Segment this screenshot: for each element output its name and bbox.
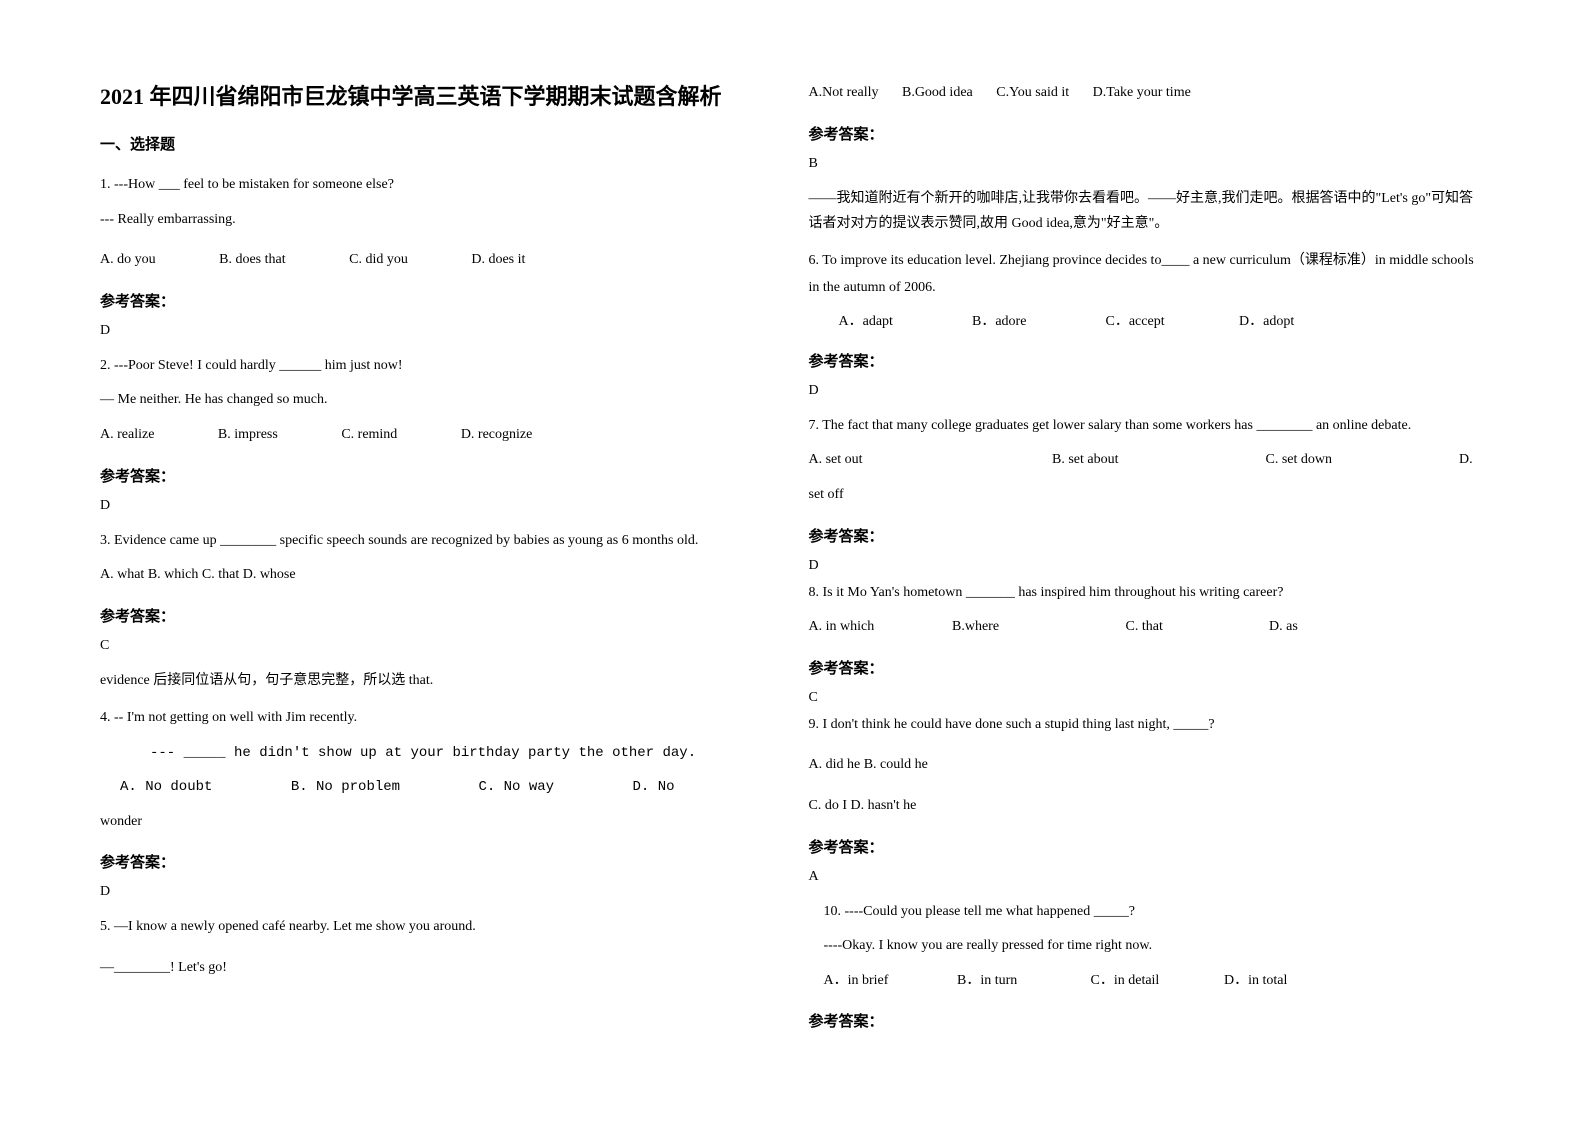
q4-line2: --- _____ he didn't show up at your birt…	[100, 740, 779, 767]
q10-text: 10. ----Could you please tell me what ha…	[809, 899, 1488, 926]
q2-line2: — Me neither. He has changed so much.	[100, 387, 779, 414]
q5-opt-b: B.Good idea	[902, 80, 973, 107]
q6-opt-b: B．adore	[972, 309, 1102, 336]
q5-opt-a: A.Not really	[809, 80, 879, 107]
q10-line2: ----Okay. I know you are really pressed …	[809, 933, 1488, 960]
q6-opt-d: D．adopt	[1239, 309, 1294, 336]
q8-opt-c: C. that	[1126, 614, 1266, 641]
section-header: 一、选择题	[100, 133, 779, 154]
q2-answer: D	[100, 498, 779, 514]
q10-opt-d: D．in total	[1224, 968, 1287, 995]
q1-opt-d: D. does it	[471, 247, 525, 274]
q6-opt-a: A．adapt	[839, 309, 969, 336]
q3-answer: C	[100, 638, 779, 654]
q5-opt-d: D.Take your time	[1093, 80, 1191, 107]
q4-opt-b: B. No problem	[291, 774, 400, 801]
q8-opt-b: B.where	[952, 614, 1122, 641]
q2-options: A. realize B. impress C. remind D. recog…	[100, 422, 779, 449]
left-column: 2021 年四川省绵阳市巨龙镇中学高三英语下学期期末试题含解析 一、选择题 1.…	[100, 80, 779, 1082]
q8-opt-a: A. in which	[809, 614, 949, 641]
q10-answer-label: 参考答案：	[809, 1010, 1488, 1031]
q7-answer: D	[809, 558, 1488, 574]
q5-options: A.Not really B.Good idea C.You said it D…	[809, 80, 1488, 107]
q10-opt-a: A．in brief	[824, 968, 954, 995]
q5-answer: B	[809, 156, 1488, 172]
q8-text: 8. Is it Mo Yan's hometown _______ has i…	[809, 580, 1488, 607]
q4-opt-c: C. No way	[478, 774, 554, 801]
q5-answer-label: 参考答案：	[809, 123, 1488, 144]
q1-answer-label: 参考答案：	[100, 290, 779, 311]
q10-opt-b: B．in turn	[957, 968, 1087, 995]
q10-opt-c: C．in detail	[1091, 968, 1221, 995]
q1-answer: D	[100, 323, 779, 339]
q3-answer-label: 参考答案：	[100, 605, 779, 626]
q8-answer-label: 参考答案：	[809, 657, 1488, 678]
q10-options: A．in brief B．in turn C．in detail D．in to…	[809, 968, 1488, 995]
q7-opt-d2: set off	[809, 482, 1488, 509]
q4-opt-d2: wonder	[100, 809, 779, 836]
q6-options: A．adapt B．adore C．accept D．adopt	[809, 309, 1488, 336]
q7-answer-label: 参考答案：	[809, 525, 1488, 546]
q8-options: A. in which B.where C. that D. as	[809, 614, 1488, 641]
page-title: 2021 年四川省绵阳市巨龙镇中学高三英语下学期期末试题含解析	[100, 80, 779, 113]
q7-opt-d: D.	[1459, 447, 1473, 474]
q7-opt-b: B. set about	[1052, 447, 1262, 474]
q5-line2: —________! Let's go!	[100, 955, 779, 982]
q7-opt-c: C. set down	[1266, 447, 1456, 474]
q3-text: 3. Evidence came up ________ specific sp…	[100, 528, 779, 555]
q6-opt-c: C．accept	[1106, 309, 1236, 336]
q8-answer: C	[809, 690, 1488, 706]
q9-answer-label: 参考答案：	[809, 836, 1488, 857]
q6-answer: D	[809, 383, 1488, 399]
q4-options: A. No doubt B. No problem C. No way D. N…	[100, 774, 779, 801]
q1-line2: --- Really embarrassing.	[100, 207, 779, 234]
q1-opt-a: A. do you	[100, 247, 156, 274]
q3-options: A. what B. which C. that D. whose	[100, 562, 779, 589]
q1-opt-b: B. does that	[219, 247, 286, 274]
q9-text: 9. I don't think he could have done such…	[809, 712, 1488, 739]
q7-options: A. set out B. set about C. set down D.	[809, 447, 1488, 474]
q4-opt-d: D. No	[632, 774, 674, 801]
q6-answer-label: 参考答案：	[809, 350, 1488, 371]
q2-opt-b: B. impress	[218, 422, 278, 449]
q5-opt-c: C.You said it	[996, 80, 1069, 107]
q5-explanation: ——我知道附近有个新开的咖啡店,让我带你去看看吧。——好主意,我们走吧。根据答语…	[809, 186, 1488, 236]
q2-opt-d: D. recognize	[461, 422, 533, 449]
q7-opt-a: A. set out	[809, 447, 1049, 474]
q9-answer: A	[809, 869, 1488, 885]
q2-answer-label: 参考答案：	[100, 465, 779, 486]
q9-opts2: C. do I D. hasn't he	[809, 793, 1488, 820]
q1-options: A. do you B. does that C. did you D. doe…	[100, 247, 779, 274]
q9-opts1: A. did he B. could he	[809, 752, 1488, 779]
q4-answer: D	[100, 884, 779, 900]
q5-text: 5. —I know a newly opened café nearby. L…	[100, 914, 779, 941]
q8-opt-d: D. as	[1269, 614, 1298, 641]
q1-text: 1. ---How ___ feel to be mistaken for so…	[100, 172, 779, 199]
q2-text: 2. ---Poor Steve! I could hardly ______ …	[100, 353, 779, 380]
q2-opt-c: C. remind	[341, 422, 397, 449]
q3-explanation: evidence 后接同位语从句，句子意思完整，所以选 that.	[100, 668, 779, 693]
q4-opt-a: A. No doubt	[120, 774, 212, 801]
q7-text: 7. The fact that many college graduates …	[809, 413, 1488, 440]
q6-text: 6. To improve its education level. Zheji…	[809, 248, 1488, 301]
q1-opt-c: C. did you	[349, 247, 408, 274]
q4-text: 4. -- I'm not getting on well with Jim r…	[100, 705, 779, 732]
right-column: A.Not really B.Good idea C.You said it D…	[809, 80, 1488, 1082]
q2-opt-a: A. realize	[100, 422, 154, 449]
q4-answer-label: 参考答案：	[100, 851, 779, 872]
